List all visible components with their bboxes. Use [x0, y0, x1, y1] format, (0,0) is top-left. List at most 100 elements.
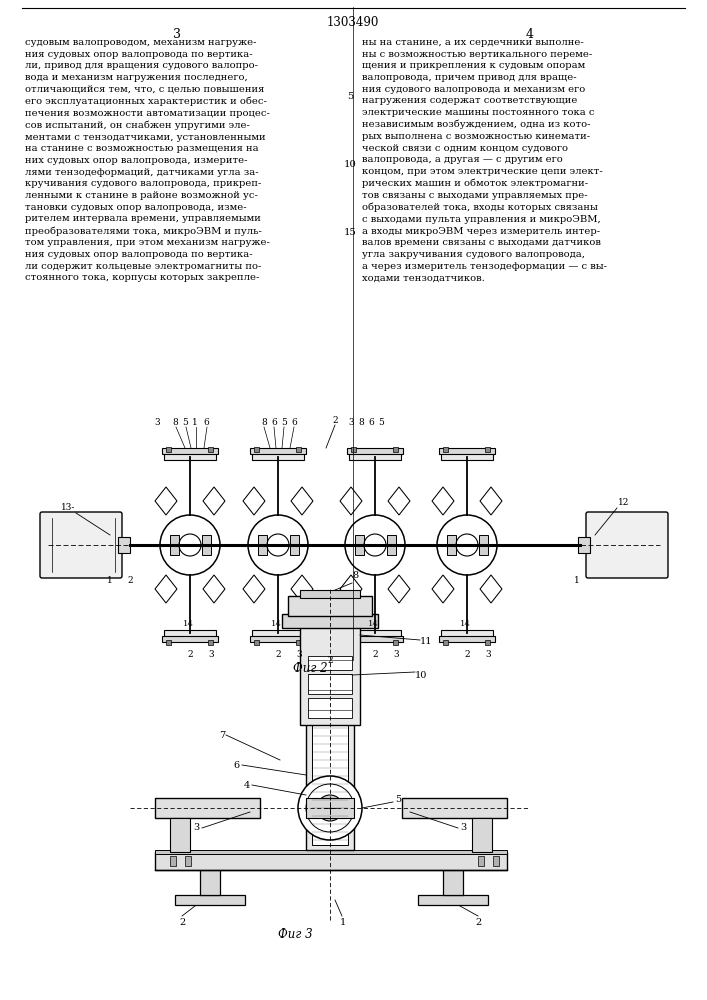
Text: 6: 6	[291, 418, 297, 427]
Text: 8: 8	[352, 571, 358, 580]
Text: 3: 3	[194, 824, 200, 832]
Text: 14: 14	[271, 620, 281, 628]
Bar	[439, 636, 495, 642]
Text: 12: 12	[618, 498, 629, 507]
Bar	[155, 852, 507, 870]
Bar	[166, 447, 171, 452]
Bar	[443, 640, 448, 645]
Bar	[306, 592, 354, 850]
Text: 10: 10	[344, 160, 356, 169]
Bar	[443, 447, 448, 452]
Bar	[250, 448, 306, 454]
Text: 3: 3	[485, 650, 491, 659]
Bar	[254, 447, 259, 452]
Bar	[258, 535, 267, 555]
Text: 6: 6	[271, 418, 277, 427]
Text: 5: 5	[182, 418, 188, 427]
Bar	[393, 447, 398, 452]
Bar	[493, 856, 499, 866]
Bar	[170, 856, 176, 866]
Bar	[162, 448, 218, 454]
FancyBboxPatch shape	[40, 512, 122, 578]
Bar	[200, 867, 220, 895]
Text: Фиг 2: Фиг 2	[293, 662, 327, 675]
Bar	[472, 818, 492, 852]
Bar	[155, 798, 260, 818]
Bar	[441, 452, 493, 460]
Circle shape	[324, 802, 336, 814]
Bar	[447, 535, 456, 555]
Text: 1: 1	[574, 576, 580, 585]
Text: 1303490: 1303490	[327, 16, 379, 29]
Bar	[347, 448, 403, 454]
Bar	[312, 725, 348, 845]
Bar	[185, 856, 191, 866]
Text: 2: 2	[332, 416, 338, 425]
Bar	[250, 636, 306, 642]
Bar	[355, 535, 364, 555]
Text: 14: 14	[460, 620, 470, 628]
Bar	[349, 630, 401, 638]
Text: 3: 3	[393, 650, 399, 659]
Text: 10: 10	[415, 670, 427, 680]
Text: 1: 1	[192, 418, 198, 427]
Text: 3: 3	[208, 650, 214, 659]
Bar	[162, 636, 218, 642]
Bar	[418, 895, 488, 905]
Bar	[308, 656, 352, 670]
Text: 3: 3	[460, 824, 466, 832]
Bar	[443, 867, 463, 895]
Bar	[164, 630, 216, 638]
Bar	[175, 895, 245, 905]
Text: 6: 6	[368, 418, 374, 427]
Bar	[393, 640, 398, 645]
Bar	[351, 447, 356, 452]
Bar	[170, 818, 190, 852]
Bar	[479, 535, 488, 555]
Text: 3: 3	[348, 418, 354, 427]
Text: 8: 8	[358, 418, 364, 427]
Text: 5: 5	[378, 418, 384, 427]
Text: 6: 6	[234, 760, 240, 770]
Text: 14: 14	[368, 620, 378, 628]
Text: 2: 2	[187, 650, 193, 659]
Bar	[164, 452, 216, 460]
Text: 5: 5	[347, 92, 354, 101]
Text: 15: 15	[344, 228, 356, 237]
Bar	[439, 448, 495, 454]
Bar	[296, 447, 301, 452]
Text: ны на станине, а их сердечники выполне-
ны с возможностью вертикального переме-
: ны на станине, а их сердечники выполне- …	[362, 38, 607, 282]
Bar	[402, 798, 507, 818]
Bar	[485, 640, 490, 645]
Bar	[252, 452, 304, 460]
Bar	[441, 630, 493, 638]
Bar	[306, 798, 354, 818]
Text: 8: 8	[261, 418, 267, 427]
Bar	[208, 447, 213, 452]
Bar	[578, 537, 590, 553]
Text: 1: 1	[340, 918, 346, 927]
Text: 6: 6	[203, 418, 209, 427]
Text: 2: 2	[179, 918, 185, 927]
Bar	[252, 630, 304, 638]
Bar	[300, 625, 360, 725]
Text: 14: 14	[182, 620, 194, 628]
Bar	[308, 674, 352, 694]
Bar	[308, 698, 352, 718]
Bar	[118, 537, 130, 553]
FancyBboxPatch shape	[586, 512, 668, 578]
Bar	[208, 640, 213, 645]
Bar	[170, 535, 179, 555]
Text: 5: 5	[281, 418, 287, 427]
Text: 1: 1	[107, 576, 113, 585]
Text: 7: 7	[218, 730, 225, 740]
Bar	[387, 535, 396, 555]
Text: 3: 3	[173, 28, 181, 41]
Bar	[296, 640, 301, 645]
Bar	[349, 452, 401, 460]
Text: 11: 11	[420, 638, 433, 647]
Bar	[478, 856, 484, 866]
Bar	[155, 850, 507, 854]
Text: 2: 2	[372, 650, 378, 659]
Text: 4: 4	[244, 780, 250, 790]
